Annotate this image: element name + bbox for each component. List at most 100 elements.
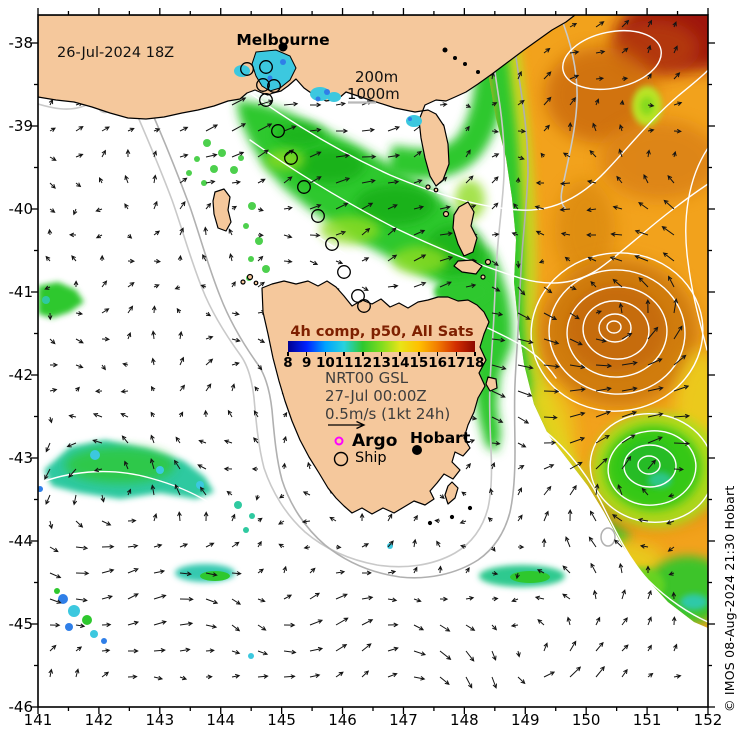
ship-markers — [240, 60, 371, 313]
colorbar-tick-mark — [324, 352, 327, 356]
y-tick-label: -39 — [8, 117, 34, 135]
x-tick-label: 146 — [328, 711, 357, 729]
colorbar-tick-label: 16 — [428, 355, 447, 371]
coastal-marks — [442, 47, 480, 74]
sst-ltgreen — [392, 246, 448, 274]
y-tick-label: -40 — [8, 200, 34, 218]
x-tick-label: 151 — [632, 711, 662, 729]
colorbar-tick-label: 11 — [334, 355, 354, 371]
y-tick-label: -45 — [8, 615, 34, 633]
colorbar-tick-mark — [455, 352, 458, 356]
y-tick-label: -42 — [8, 366, 34, 384]
sst-darkgreen — [275, 123, 325, 147]
colorbar-tick-mark — [305, 352, 308, 356]
land — [38, 15, 576, 526]
ship-marker — [267, 79, 281, 93]
colorbar-tick-label: 13 — [372, 355, 391, 371]
argo-legend-label: Argo — [352, 431, 398, 451]
ship-marker — [337, 265, 351, 279]
x-tick-label: 142 — [84, 711, 114, 729]
bay-arm — [234, 65, 250, 77]
sst-teal-patch-core — [510, 571, 550, 583]
x-tick-label: 150 — [571, 711, 601, 729]
colorbar-tick-label: 15 — [409, 355, 429, 371]
y-tick-label: -43 — [8, 449, 34, 467]
x-tick-label: 144 — [206, 711, 236, 729]
x-tick-label: 148 — [450, 711, 479, 729]
corner-inlet — [406, 115, 422, 127]
contour-200m — [38, 15, 506, 568]
colorbar-tick-mark — [343, 352, 345, 356]
bay-blue-fleck — [315, 96, 321, 102]
sst-blue-cluster — [38, 486, 107, 644]
depth-label-200m: 200m — [355, 68, 399, 86]
bay-blue-fleck — [267, 75, 273, 81]
colorbar-tick-label: 17 — [446, 355, 466, 371]
product-label: NRT00 GSL — [325, 369, 409, 387]
ship-legend-marker — [333, 451, 349, 467]
date-label: 26-Jul-2024 18Z — [57, 45, 175, 61]
colorbar-tick-mark — [399, 352, 401, 356]
ship-marker — [259, 93, 273, 107]
velocity-scale-arrow — [328, 420, 366, 430]
axis-ticks — [31, 8, 715, 714]
bay-blue-fleck — [280, 59, 286, 65]
ship-marker — [297, 180, 311, 194]
sst-teal-bits — [234, 501, 255, 533]
forecast-time-label: 27-Jul 00:00Z — [325, 387, 427, 405]
ship-marker — [351, 289, 365, 303]
city-label-melbourne: Melbourne — [236, 31, 330, 49]
colorbar-tick-label: 8 — [283, 355, 293, 371]
land-bruny-island — [444, 481, 459, 505]
ship-marker — [357, 299, 371, 313]
y-tick-label: -44 — [8, 532, 34, 550]
y-tick-label: -46 — [8, 698, 34, 716]
y-tick-label: -41 — [8, 283, 34, 301]
sst-green-band — [236, 100, 512, 452]
ship-marker — [311, 209, 325, 223]
sst-speckles — [186, 139, 270, 281]
argo-legend-marker — [334, 436, 344, 446]
colorbar-tick-mark — [362, 352, 364, 356]
land-cape-barren — [453, 259, 483, 275]
x-tick-label: 152 — [693, 711, 723, 729]
x-tick-label: 145 — [267, 711, 296, 729]
x-tick-label: 143 — [145, 711, 175, 729]
colorbar-tick-mark — [287, 352, 289, 356]
colorbar-tick-label: 14 — [390, 355, 410, 371]
x-tick-label: 149 — [510, 711, 540, 729]
sst-left-strip — [38, 282, 84, 318]
bay-blue-fleck — [408, 117, 412, 121]
colorbar-tick-label: 10 — [315, 355, 335, 371]
city-label-hobart: Hobart — [410, 429, 471, 447]
plot-area — [38, 15, 708, 707]
colorbar-tick-mark — [380, 352, 383, 356]
hobart-marker — [412, 445, 422, 455]
ship-marker — [240, 62, 254, 76]
colorbar-tick-mark — [474, 352, 476, 356]
velocity-scale-label: 0.5m/s (1kt 24h) — [325, 405, 451, 423]
western-port — [327, 92, 341, 102]
land-maria-island — [485, 376, 498, 392]
colorbar-tick-label: 9 — [301, 355, 312, 371]
depth-label-1000m: 1000m — [347, 85, 400, 103]
colorbar — [288, 341, 475, 352]
sst-ltgreen — [320, 216, 380, 244]
ship-marker — [259, 60, 273, 74]
colorbar-tick-label: 12 — [353, 355, 373, 371]
land-islets — [240, 184, 492, 526]
x-tick-label: 147 — [389, 711, 418, 729]
ship-marker — [284, 151, 298, 165]
colorbar-tick-mark — [436, 352, 439, 356]
land-flinders-island — [452, 201, 478, 257]
contour-1000m — [111, 15, 529, 579]
ship-marker — [325, 237, 339, 251]
ship-legend-label: Ship — [355, 450, 387, 466]
melbourne-marker — [278, 42, 288, 52]
sst-teal-dot — [42, 296, 50, 304]
ship-marker — [256, 78, 270, 92]
sst-teal-swath-green — [65, 447, 175, 483]
ship-marker — [271, 124, 285, 138]
